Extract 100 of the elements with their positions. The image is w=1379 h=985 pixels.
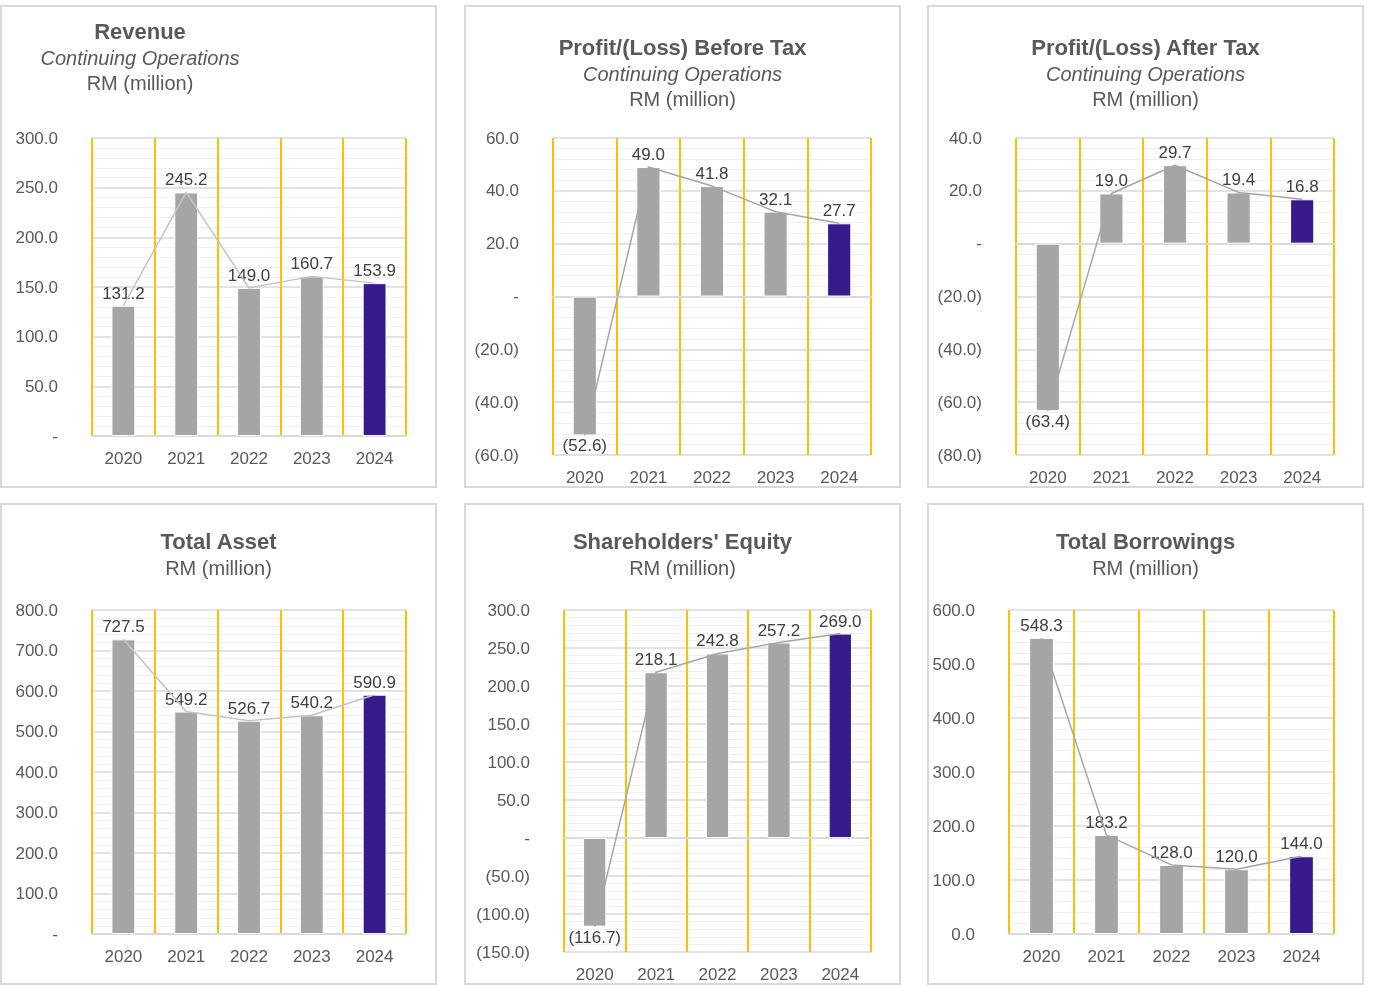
bar xyxy=(828,633,852,838)
y-axis-title: RM (million) xyxy=(629,557,736,579)
data-label: 41.8 xyxy=(695,164,729,184)
x-tick-label: 2022 xyxy=(1156,468,1194,487)
x-tick-label: 2023 xyxy=(292,449,331,468)
data-label: 269.0 xyxy=(819,611,862,631)
data-label: 19.0 xyxy=(1094,171,1128,191)
y-tick-label: 100.0 xyxy=(932,870,975,890)
bar xyxy=(644,672,668,838)
data-label: 144.0 xyxy=(1280,834,1323,854)
chart-subtitle: Continuing Operations xyxy=(1045,63,1246,85)
data-label: 153.9 xyxy=(353,261,396,281)
data-label: 149.0 xyxy=(227,265,271,285)
bar xyxy=(111,305,136,436)
y-tick-label: 500.0 xyxy=(932,654,975,674)
bar xyxy=(111,639,136,934)
bar xyxy=(237,720,261,934)
y-tick-label: (60.0) xyxy=(474,445,519,465)
data-label: 549.2 xyxy=(164,689,208,709)
bar xyxy=(1226,192,1251,244)
y-tick-label: 400.0 xyxy=(932,708,975,728)
data-label: 257.2 xyxy=(757,620,801,640)
x-tick-label: 2024 xyxy=(355,449,394,468)
y-tick-label: (20.0) xyxy=(937,287,982,306)
y-tick-label: (50.0) xyxy=(485,866,530,886)
bar xyxy=(299,715,324,934)
y-tick-label: 0.0 xyxy=(951,924,975,944)
chart-title: Revenue xyxy=(94,18,186,44)
data-label: 27.7 xyxy=(822,201,856,221)
y-tick-label: 100.0 xyxy=(487,752,530,772)
y-tick-label: (40.0) xyxy=(474,392,519,412)
y-tick-label: 250.0 xyxy=(15,178,58,198)
y-tick-label: 300.0 xyxy=(487,600,530,620)
x-tick-label: 2024 xyxy=(821,965,860,984)
x-tick-label: 2023 xyxy=(756,468,795,487)
data-label: 548.3 xyxy=(1020,615,1063,635)
x-tick-label: 2022 xyxy=(230,449,268,468)
data-label: 183.2 xyxy=(1085,813,1128,833)
data-label: 32.1 xyxy=(759,189,793,209)
bar xyxy=(174,192,199,436)
y-tick-label: - xyxy=(976,234,982,254)
bar xyxy=(362,694,387,934)
bar xyxy=(763,211,788,297)
x-tick-label: 2020 xyxy=(104,947,143,966)
data-label: 160.7 xyxy=(290,254,334,274)
x-tick-label: 2021 xyxy=(167,449,206,468)
bar xyxy=(299,276,324,436)
x-tick-label: 2021 xyxy=(629,468,668,487)
data-label: 49.0 xyxy=(631,145,665,165)
data-label: (63.4) xyxy=(1025,412,1071,432)
x-tick-label: 2022 xyxy=(693,468,731,487)
data-label: (116.7) xyxy=(568,927,621,947)
y-tick-label: 60.0 xyxy=(485,128,519,148)
x-tick-label: 2020 xyxy=(575,965,614,984)
x-tick-label: 2023 xyxy=(759,965,798,984)
x-tick-label: 2023 xyxy=(292,947,331,966)
y-tick-label: 300.0 xyxy=(15,128,58,148)
y-tick-label: 150.0 xyxy=(15,277,58,297)
x-tick-label: 2021 xyxy=(1092,468,1131,487)
y-tick-label: 700.0 xyxy=(15,641,58,660)
y-tick-label: (20.0) xyxy=(474,339,519,359)
y-tick-label: (100.0) xyxy=(476,904,530,924)
y-tick-label: 300.0 xyxy=(15,803,58,822)
data-label: 242.8 xyxy=(696,631,739,651)
data-label: 120.0 xyxy=(1215,847,1258,867)
data-label: 526.7 xyxy=(227,698,271,718)
y-tick-label: 50.0 xyxy=(496,790,530,810)
y-axis-title: RM (million) xyxy=(1092,557,1199,579)
chart-title: Shareholders' Equity xyxy=(572,528,793,554)
bar xyxy=(827,223,852,297)
y-tick-label: (60.0) xyxy=(937,392,982,412)
y-tick-label: 20.0 xyxy=(948,181,982,201)
data-label: 540.2 xyxy=(290,693,334,713)
data-label: 245.2 xyxy=(164,170,208,190)
y-tick-label: 20.0 xyxy=(485,234,519,254)
x-tick-label: 2021 xyxy=(1087,947,1126,966)
y-tick-label: 400.0 xyxy=(15,762,58,782)
y-tick-label: 100.0 xyxy=(15,884,58,903)
data-label: 19.4 xyxy=(1222,170,1256,190)
chart-title: Total Asset xyxy=(160,528,278,554)
y-tick-label: 600.0 xyxy=(932,600,975,620)
y-tick-label: 150.0 xyxy=(487,714,530,734)
y-tick-label: 200.0 xyxy=(15,227,58,247)
y-tick-label: (150.0) xyxy=(476,942,530,962)
y-tick-label: (40.0) xyxy=(937,339,982,359)
bar xyxy=(699,186,725,297)
y-axis-title: RM (million) xyxy=(165,557,272,579)
y-tick-label: 200.0 xyxy=(932,816,975,836)
y-tick-label: 500.0 xyxy=(15,722,58,741)
bar xyxy=(1290,199,1315,244)
bar xyxy=(237,287,261,436)
bar xyxy=(174,711,199,934)
y-tick-label: 200.0 xyxy=(15,843,58,863)
data-label: 131.2 xyxy=(102,283,145,303)
x-tick-label: 2024 xyxy=(1282,947,1321,966)
data-label: 218.1 xyxy=(634,650,678,670)
data-label: 29.7 xyxy=(1158,143,1192,163)
x-tick-label: 2023 xyxy=(1217,947,1256,966)
data-label: 16.8 xyxy=(1285,177,1319,197)
y-tick-label: 40.0 xyxy=(485,181,519,201)
